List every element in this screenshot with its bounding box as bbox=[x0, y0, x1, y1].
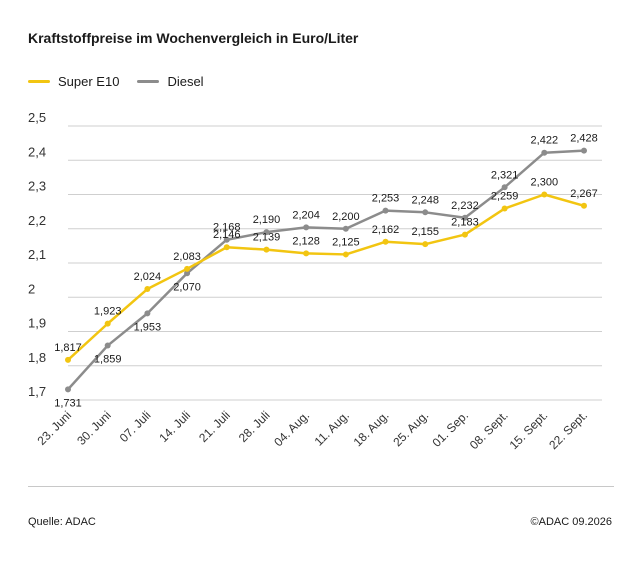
data-label-super: 1,923 bbox=[94, 306, 122, 318]
data-point-diesel bbox=[501, 184, 508, 191]
legend-label-super: Super E10 bbox=[58, 74, 120, 89]
data-point-diesel bbox=[263, 229, 270, 236]
data-label-super: 2,128 bbox=[292, 235, 320, 247]
data-label-diesel: 2,070 bbox=[173, 281, 201, 293]
data-label-diesel: 2,321 bbox=[491, 169, 519, 181]
data-label-diesel: 1,731 bbox=[54, 397, 82, 409]
y-tick-label: 2,3 bbox=[28, 179, 46, 194]
data-label-super: 2,162 bbox=[372, 224, 400, 236]
data-label-super: 2,259 bbox=[491, 191, 519, 203]
x-tick-label: 30. Juni bbox=[74, 408, 114, 448]
x-tick-label: 15. Sept. bbox=[507, 408, 551, 452]
legend-swatch-super bbox=[28, 80, 50, 83]
data-point-diesel bbox=[382, 207, 389, 214]
x-tick-label: 11. Aug. bbox=[312, 408, 352, 448]
legend-item-super: Super E10 bbox=[28, 74, 119, 89]
data-label-diesel: 1,859 bbox=[94, 354, 122, 366]
data-label-diesel: 2,422 bbox=[531, 135, 559, 147]
x-tick-label: 18. Aug. bbox=[351, 408, 392, 449]
data-point-diesel bbox=[184, 270, 191, 277]
data-point-diesel bbox=[541, 149, 548, 156]
data-point-super bbox=[303, 250, 310, 257]
x-tick-label: 22. Sept. bbox=[546, 408, 590, 452]
source-note: Quelle: ADAC bbox=[28, 516, 96, 528]
data-point-diesel bbox=[581, 147, 587, 154]
data-label-diesel: 2,232 bbox=[451, 200, 479, 212]
data-label-super: 2,183 bbox=[451, 217, 479, 229]
data-point-super bbox=[223, 244, 230, 251]
y-tick-label: 1,9 bbox=[28, 316, 46, 331]
data-point-diesel bbox=[303, 224, 310, 231]
data-label-diesel: 2,204 bbox=[292, 209, 320, 221]
x-tick-label: 28. Juli bbox=[236, 408, 273, 445]
legend-swatch-diesel bbox=[137, 80, 160, 83]
data-label-diesel: 1,953 bbox=[134, 321, 162, 333]
data-point-diesel bbox=[342, 225, 349, 232]
data-label-diesel: 2,200 bbox=[332, 211, 360, 223]
data-label-super: 2,083 bbox=[173, 251, 201, 263]
data-point-super bbox=[342, 251, 349, 258]
data-point-super bbox=[382, 238, 389, 245]
y-tick-label: 2 bbox=[28, 281, 35, 296]
data-point-diesel bbox=[461, 214, 468, 221]
series-line-diesel bbox=[67, 149, 585, 391]
x-tick-label: 04. Aug. bbox=[271, 408, 312, 449]
data-point-super bbox=[461, 231, 468, 238]
data-label-super: 2,024 bbox=[134, 271, 162, 283]
data-point-diesel bbox=[223, 236, 230, 243]
data-point-super bbox=[144, 286, 151, 293]
data-point-diesel bbox=[65, 386, 71, 393]
data-point-super bbox=[65, 356, 71, 363]
x-tick-label: 25. Aug. bbox=[390, 408, 431, 449]
x-tick-label: 14. Juli bbox=[156, 408, 193, 445]
x-tick-label: 01. Sep. bbox=[430, 408, 472, 450]
series-line-super bbox=[67, 193, 585, 361]
footer-divider bbox=[28, 486, 614, 487]
data-label-super: 2,139 bbox=[253, 232, 281, 244]
y-tick-label: 2,4 bbox=[28, 144, 46, 159]
data-label-diesel: 2,168 bbox=[213, 222, 241, 234]
data-point-super bbox=[541, 191, 548, 198]
data-label-super: 2,300 bbox=[531, 177, 559, 189]
chart-title: Kraftstoffpreise im Wochenvergleich in E… bbox=[28, 30, 359, 46]
data-point-diesel bbox=[422, 209, 429, 216]
copyright-note: ©ADAC 09.2026 bbox=[530, 516, 613, 528]
data-point-diesel bbox=[104, 342, 111, 349]
x-tick-label: 23. Juni bbox=[35, 408, 75, 448]
data-label-super: 2,125 bbox=[332, 236, 360, 248]
legend-item-diesel: Diesel bbox=[137, 74, 204, 89]
data-label-super: 2,146 bbox=[213, 229, 241, 241]
data-label-diesel: 2,190 bbox=[253, 214, 281, 226]
y-tick-label: 2,2 bbox=[28, 213, 46, 228]
y-tick-label: 1,8 bbox=[28, 350, 46, 365]
x-tick-label: 08. Sept. bbox=[467, 408, 511, 452]
y-tick-label: 1,7 bbox=[28, 384, 46, 399]
data-point-diesel bbox=[144, 310, 151, 317]
data-label-super: 2,267 bbox=[570, 188, 598, 200]
data-point-super bbox=[581, 202, 587, 209]
data-label-diesel: 2,428 bbox=[570, 133, 598, 145]
y-tick-label: 2,5 bbox=[28, 110, 46, 125]
x-tick-label: 07. Juli bbox=[117, 408, 154, 445]
y-tick-label: 2,1 bbox=[28, 247, 46, 262]
legend: Super E10 Diesel bbox=[28, 74, 222, 89]
legend-label-diesel: Diesel bbox=[167, 74, 204, 89]
data-point-super bbox=[263, 246, 270, 253]
data-point-super bbox=[184, 265, 191, 272]
data-label-super: 1,817 bbox=[54, 342, 82, 354]
data-label-diesel: 2,248 bbox=[411, 194, 439, 206]
data-point-super bbox=[104, 320, 111, 327]
x-tick-label: 21. Juli bbox=[196, 408, 233, 445]
data-point-super bbox=[501, 205, 508, 212]
data-point-super bbox=[422, 241, 429, 248]
data-label-super: 2,155 bbox=[411, 226, 439, 238]
data-label-diesel: 2,253 bbox=[372, 193, 400, 205]
